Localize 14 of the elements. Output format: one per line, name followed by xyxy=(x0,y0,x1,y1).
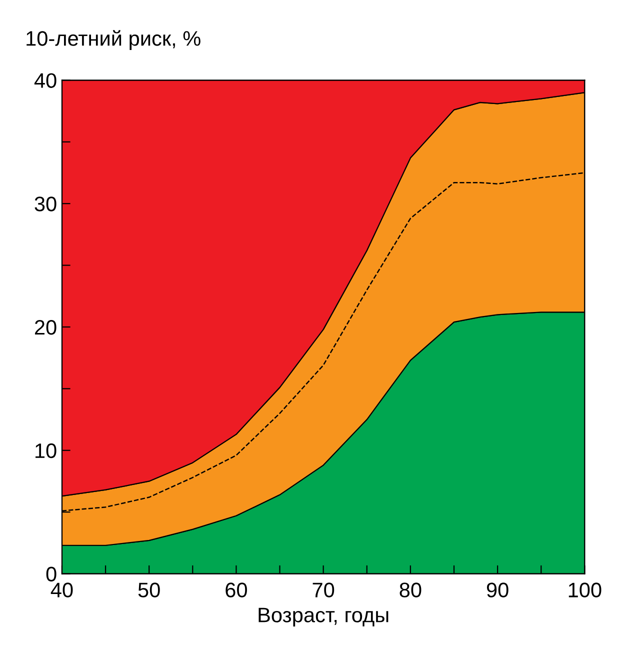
y-tick-label: 30 xyxy=(34,196,56,212)
y-tick-label: 20 xyxy=(34,320,56,335)
x-tick-label: 40 xyxy=(50,582,73,598)
x-tick-label: 80 xyxy=(400,582,422,598)
y-tick-label: 0 xyxy=(46,566,56,582)
x-tick-label: 90 xyxy=(486,582,508,598)
y-tick-label: 10 xyxy=(36,443,56,458)
x-axis-title: Возраст, годы xyxy=(258,608,388,626)
x-tick-label: 50 xyxy=(138,582,160,598)
x-tick-label: 60 xyxy=(226,582,247,598)
x-tick-label: 100 xyxy=(568,582,602,598)
x-tick-label: 70 xyxy=(312,582,334,598)
y-tick-label: 40 xyxy=(34,73,56,88)
y-axis-title: 10-летний риск, % xyxy=(26,30,200,50)
